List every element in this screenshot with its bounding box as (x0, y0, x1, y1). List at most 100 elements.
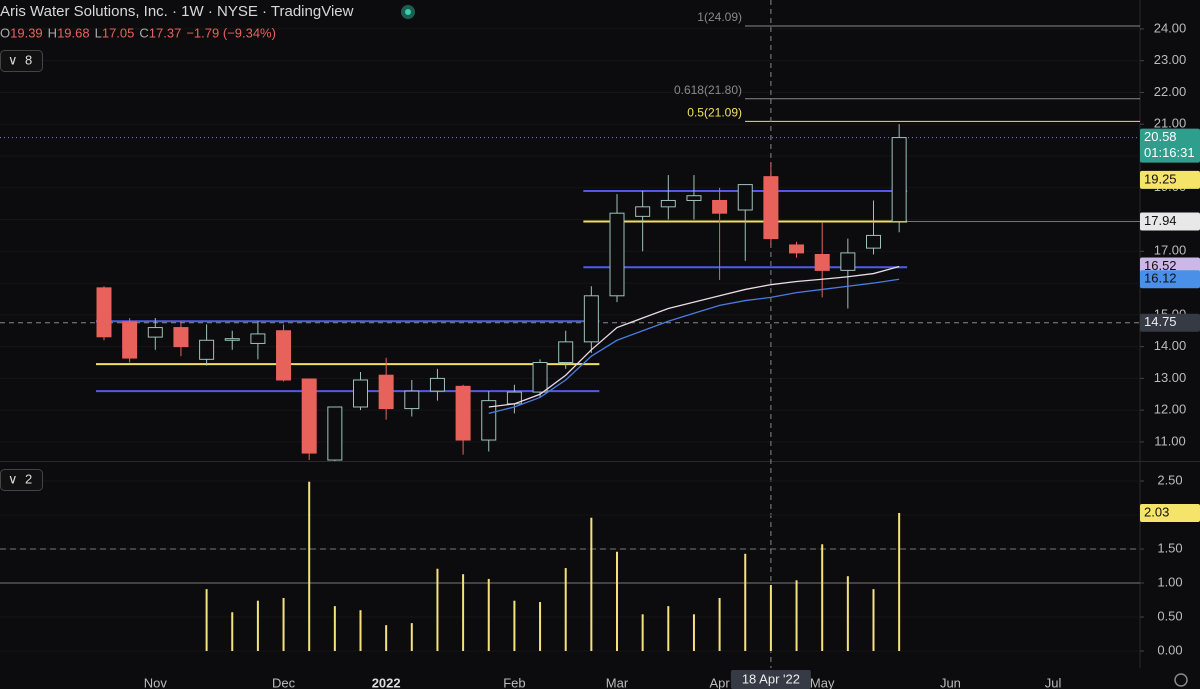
ohlc-legend: O 19.39 H 19.68 L 17.05 C 17.37 (0, 25, 181, 40)
candle-body (199, 339, 215, 360)
bar (231, 612, 234, 652)
moving-average (488, 278, 900, 414)
candle-body (147, 327, 163, 338)
bar (385, 625, 388, 652)
x-tick-label: 2022 (372, 675, 401, 689)
candle-body (686, 195, 702, 201)
bar (744, 553, 747, 652)
ohlc-key: C (139, 25, 148, 40)
bar (821, 544, 824, 652)
y-tick-label: 0.00 (1157, 642, 1182, 657)
bar (795, 580, 798, 652)
candle-body (429, 377, 445, 392)
candle-body (301, 378, 317, 454)
bar (616, 551, 618, 652)
bar (641, 614, 644, 652)
bar (256, 600, 259, 652)
y-tick-label: 13.00 (1154, 370, 1187, 385)
candle-body (789, 244, 805, 254)
ohlc-key: L (95, 25, 102, 40)
price-tag-label: 2.03 (1144, 504, 1169, 519)
candle-body (481, 400, 497, 441)
pane-count: 2 (25, 471, 32, 486)
x-tick-label: Jul (1045, 675, 1062, 689)
countdown-label: 01:16:31 (1144, 145, 1195, 160)
x-tick-label: Mar (606, 675, 629, 689)
price-tag-label: 16.52 (1144, 258, 1177, 273)
bar (564, 568, 567, 652)
pane-count: 8 (25, 52, 32, 67)
y-tick-label: 0.50 (1157, 608, 1182, 623)
y-tick-label: 24.00 (1154, 20, 1187, 35)
bar (205, 589, 208, 652)
last-price-label: 20.58 (1144, 129, 1177, 144)
candle-body (96, 287, 112, 338)
collapse-button[interactable] (0, 50, 43, 72)
ohlc-value: 19.68 (57, 25, 90, 40)
bar (769, 585, 772, 652)
price-tag (1140, 313, 1200, 332)
collapse-chevron: ∨ (8, 52, 18, 67)
settings-icon[interactable] (1174, 673, 1188, 687)
candle-body (327, 406, 343, 461)
x-tick-label: May (810, 675, 835, 689)
bar (359, 610, 362, 652)
candle-body (122, 321, 138, 359)
collapse-button[interactable] (0, 469, 43, 491)
y-tick-label: 23.00 (1154, 52, 1187, 67)
y-tick-label: 2.50 (1157, 472, 1182, 487)
bar (898, 512, 901, 652)
crosshair-time-box (730, 670, 811, 689)
crosshair-time-label: 18 Apr '22 (742, 671, 800, 686)
bar (539, 602, 542, 652)
y-tick-label: 12.00 (1154, 402, 1187, 417)
y-tick-label: 14.00 (1154, 338, 1187, 353)
ohlc-key: O (0, 25, 10, 40)
candle-body (276, 330, 292, 381)
bar (590, 517, 593, 652)
x-tick-label: Dec (272, 675, 296, 689)
moving-average (488, 265, 900, 408)
candle-body (455, 385, 471, 441)
candle-body (250, 333, 266, 344)
price-tag-label: 14.75 (1144, 314, 1177, 329)
bar (308, 481, 311, 652)
candle-body (660, 199, 676, 208)
ohlc-value: 19.39 (10, 25, 43, 40)
y-tick-label: 17.00 (1154, 243, 1187, 258)
candle-body (737, 184, 753, 211)
candle-body (378, 374, 394, 410)
price-tag (1140, 212, 1200, 231)
bar (333, 606, 336, 652)
ohlc-value: 17.05 (102, 25, 135, 40)
chart-title: Aris Water Solutions, Inc. · 1W · NYSE ·… (0, 3, 354, 20)
price-tag (1140, 270, 1200, 289)
candle-body (891, 137, 907, 222)
ohlc-key: H (48, 25, 57, 40)
y-tick-label: 21.00 (1154, 116, 1187, 131)
fib-label: 1(24.09) (697, 10, 742, 24)
bar (436, 568, 439, 652)
candle-body (532, 362, 548, 393)
y-tick-label: 11.00 (1154, 433, 1186, 448)
bar (667, 606, 670, 652)
price-tag (1140, 170, 1200, 189)
candle-body (866, 234, 881, 249)
last-price-tag (1140, 128, 1200, 163)
price-tag (1140, 503, 1200, 522)
candle-body (840, 252, 856, 271)
x-tick-label: Jun (940, 675, 961, 689)
bar (846, 576, 849, 652)
x-tick-label: Nov (144, 675, 168, 689)
y-tick-label: 22.00 (1154, 84, 1187, 99)
bar (692, 614, 695, 652)
candle-body (583, 295, 599, 343)
candle-body (558, 341, 574, 364)
fib-label: 0.5(21.09) (687, 106, 742, 120)
candle-body (712, 199, 728, 214)
candle-body (763, 176, 779, 240)
bar (872, 589, 875, 652)
